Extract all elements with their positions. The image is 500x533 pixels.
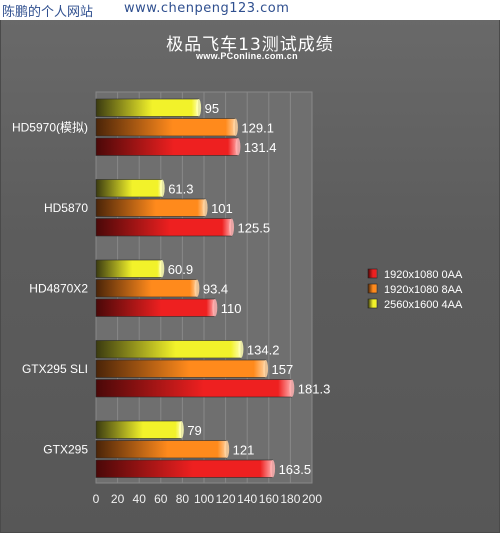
data-label: 163.5: [279, 462, 312, 477]
bar: [95, 459, 273, 478]
site-name: 陈鹏的个人网站: [2, 5, 94, 20]
data-label: 93.4: [203, 281, 228, 296]
bar: [95, 198, 206, 217]
legend-label: 2560x1600 4AA: [384, 299, 463, 311]
data-label: 134.2: [247, 342, 280, 357]
x-tick-label: 60: [154, 492, 168, 506]
legend-swatch: [367, 268, 378, 279]
bar: [95, 340, 242, 359]
data-label: 101: [211, 201, 233, 216]
x-tick-label: 80: [176, 492, 190, 506]
legend-swatch: [367, 298, 378, 309]
bar-cap: [235, 138, 241, 156]
bar-cap: [202, 199, 208, 217]
bar-cap: [159, 260, 165, 278]
site-header: 陈鹏的个人网站 www.chenpeng123.com: [0, 0, 500, 20]
x-tick-label: 100: [194, 492, 214, 506]
x-tick-label: 0: [93, 492, 100, 506]
data-label: 121: [233, 442, 255, 457]
bar-cap: [238, 340, 244, 358]
bar-cap: [224, 440, 230, 458]
x-tick-label: 200: [302, 492, 322, 506]
data-label: 157: [272, 362, 294, 377]
data-label: 181.3: [298, 381, 331, 396]
bar-cap: [289, 379, 295, 397]
bar-cap: [232, 118, 238, 136]
data-label: 95: [205, 101, 219, 116]
category-label: GTX295: [43, 442, 88, 456]
x-tick-label: 40: [133, 492, 147, 506]
x-tick-label: 120: [216, 492, 236, 506]
bar-cap: [196, 99, 202, 117]
bar: [95, 118, 236, 137]
chart-subtitle: www.PConline.com.cn: [196, 51, 298, 61]
data-label: 79: [187, 423, 201, 438]
bar: [95, 440, 227, 459]
bar-cap: [229, 218, 235, 236]
bar-cap: [270, 460, 276, 478]
x-tick-label: 180: [280, 492, 300, 506]
data-label: 110: [221, 301, 242, 316]
data-label: 61.3: [168, 181, 193, 196]
data-label: 60.9: [168, 262, 193, 277]
bar: [95, 379, 293, 398]
bar: [95, 218, 232, 237]
data-label: 129.1: [241, 120, 274, 135]
bar: [95, 298, 216, 317]
category-label: GTX295 SLI: [22, 362, 88, 376]
bar: [95, 420, 182, 439]
bar: [95, 137, 239, 156]
x-tick-label: 160: [259, 492, 279, 506]
legend-label: 1920x1080 8AA: [384, 284, 463, 296]
bar-cap: [178, 421, 184, 439]
bar: [95, 179, 163, 198]
site-url[interactable]: www.chenpeng123.com: [124, 1, 290, 16]
bar-cap: [212, 299, 218, 317]
bar: [95, 98, 199, 117]
category-label: HD5870: [44, 201, 88, 215]
legend-swatch: [367, 283, 378, 294]
category-label: HD4870X2: [29, 281, 88, 295]
bar-cap: [159, 179, 165, 197]
category-label: HD5970(模拟): [12, 120, 88, 134]
chart-title: 极品飞车13测试成绩: [166, 35, 334, 55]
data-label: 125.5: [238, 220, 271, 235]
legend-label: 1920x1080 0AA: [384, 269, 463, 281]
data-label: 131.4: [244, 140, 277, 155]
bar-cap: [194, 279, 200, 297]
bar: [95, 259, 163, 278]
x-tick-label: 140: [237, 492, 257, 506]
bar-cap: [263, 360, 269, 378]
x-tick-label: 20: [111, 492, 125, 506]
bar: [95, 279, 198, 298]
bar: [95, 359, 266, 378]
